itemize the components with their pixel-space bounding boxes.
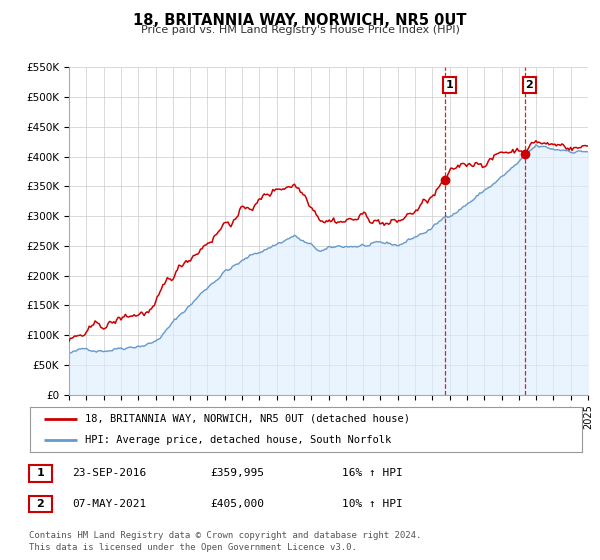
Text: £359,995: £359,995 — [210, 468, 264, 478]
Text: Price paid vs. HM Land Registry's House Price Index (HPI): Price paid vs. HM Land Registry's House … — [140, 25, 460, 35]
Text: 10% ↑ HPI: 10% ↑ HPI — [342, 499, 403, 509]
Text: HPI: Average price, detached house, South Norfolk: HPI: Average price, detached house, Sout… — [85, 435, 391, 445]
Text: 2: 2 — [526, 80, 533, 90]
Text: Contains HM Land Registry data © Crown copyright and database right 2024.: Contains HM Land Registry data © Crown c… — [29, 531, 421, 540]
Text: 16% ↑ HPI: 16% ↑ HPI — [342, 468, 403, 478]
Text: 1: 1 — [37, 468, 44, 478]
Text: 18, BRITANNIA WAY, NORWICH, NR5 0UT: 18, BRITANNIA WAY, NORWICH, NR5 0UT — [133, 13, 467, 29]
Text: £405,000: £405,000 — [210, 499, 264, 509]
Text: 07-MAY-2021: 07-MAY-2021 — [72, 499, 146, 509]
Text: 2: 2 — [37, 499, 44, 509]
Text: This data is licensed under the Open Government Licence v3.0.: This data is licensed under the Open Gov… — [29, 543, 356, 552]
Text: 18, BRITANNIA WAY, NORWICH, NR5 0UT (detached house): 18, BRITANNIA WAY, NORWICH, NR5 0UT (det… — [85, 414, 410, 424]
Text: 1: 1 — [445, 80, 453, 90]
Text: 23-SEP-2016: 23-SEP-2016 — [72, 468, 146, 478]
